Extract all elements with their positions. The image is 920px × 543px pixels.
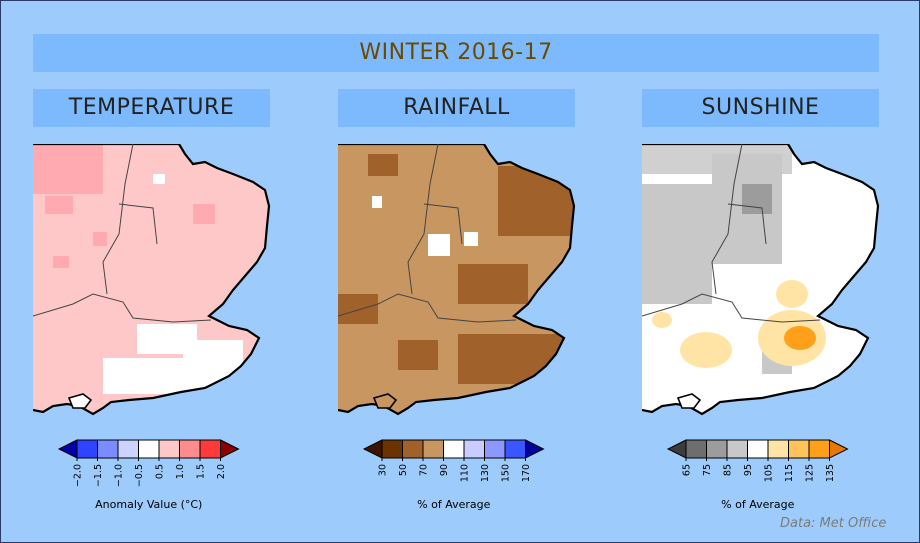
legend-tick-label: 1.5 bbox=[196, 464, 207, 479]
legend-tick-label: 105 bbox=[764, 464, 775, 482]
legend-max-arrow bbox=[829, 439, 849, 459]
legend-color-box bbox=[402, 439, 424, 459]
region-border bbox=[642, 293, 821, 323]
legend-color-box bbox=[138, 439, 160, 459]
legend-tick-label: −0.5 bbox=[134, 464, 145, 487]
legend-color-box bbox=[706, 439, 728, 459]
region-border bbox=[33, 293, 212, 323]
legend-tick-label: 95 bbox=[743, 464, 754, 476]
coastline bbox=[338, 144, 576, 416]
isle-of-wight bbox=[676, 393, 702, 409]
legend-min-arrow bbox=[362, 439, 383, 459]
legend-tick-label: 75 bbox=[702, 464, 713, 476]
legend-color-box bbox=[381, 439, 403, 459]
legend-color-box bbox=[463, 439, 485, 459]
legend-tick-label: 85 bbox=[723, 464, 734, 476]
legend-title: % of Average bbox=[721, 498, 794, 511]
legend-tick-label: 90 bbox=[439, 464, 450, 476]
sunshine-field bbox=[642, 144, 878, 414]
legend-color-box bbox=[747, 439, 769, 459]
legend-color-box bbox=[443, 439, 465, 459]
legend-title: Anomaly Value (°C) bbox=[95, 498, 202, 511]
legend-max-arrow bbox=[525, 439, 545, 459]
legend-color-box bbox=[97, 439, 119, 459]
rainfall-field bbox=[338, 144, 574, 414]
sunshine-legend: 65 75 85 95 105 115 125 135 % of Average bbox=[666, 439, 849, 511]
season-title: WINTER 2016-17 bbox=[33, 34, 879, 72]
legend-tick-label: 130 bbox=[480, 464, 491, 482]
legend-color-box bbox=[484, 439, 506, 459]
legend-tick-label: −2.0 bbox=[73, 464, 84, 487]
temperature-legend: −2.0 −1.5 −1.0 −0.5 0.5 1.0 1.5 2.0 Anomaly Valu… bbox=[57, 439, 240, 511]
legend-color-box bbox=[179, 439, 201, 459]
region-border bbox=[423, 203, 463, 245]
legend-color-box bbox=[158, 439, 180, 459]
legend-tick-label: 135 bbox=[825, 464, 836, 482]
legend-tick-label: −1.5 bbox=[93, 464, 104, 487]
coastline bbox=[33, 144, 271, 416]
legend-color-box bbox=[76, 439, 98, 459]
legend-color-box bbox=[726, 439, 748, 459]
legend-tick-label: 125 bbox=[805, 464, 816, 482]
legend-color-box bbox=[422, 439, 444, 459]
legend-min-arrow bbox=[666, 439, 687, 459]
legend-tick-label: 170 bbox=[521, 464, 532, 482]
coastline bbox=[642, 144, 880, 416]
legend-tick-label: 150 bbox=[501, 464, 512, 482]
region-border bbox=[102, 144, 134, 295]
legend-min-arrow bbox=[57, 439, 78, 459]
rainfall-heading: RAINFALL bbox=[338, 89, 575, 127]
rainfall-map bbox=[338, 144, 576, 416]
legend-tick-label: 70 bbox=[419, 464, 430, 476]
temperature-map bbox=[33, 144, 271, 416]
temperature-heading: TEMPERATURE bbox=[33, 89, 270, 127]
legend-tick-label: 110 bbox=[460, 464, 471, 482]
legend-color-box bbox=[788, 439, 810, 459]
legend-color-box bbox=[199, 439, 221, 459]
rainfall-legend: 30 50 70 90 110 130 150 170 % of Average bbox=[362, 439, 545, 511]
isle-of-wight bbox=[67, 393, 93, 409]
legend-color-box bbox=[808, 439, 830, 459]
legend-tick-label: 0.5 bbox=[155, 464, 166, 479]
legend-tick-label: 30 bbox=[378, 464, 389, 476]
legend-color-box bbox=[767, 439, 789, 459]
data-credit: Data: Met Office bbox=[780, 516, 887, 531]
region-border bbox=[407, 144, 439, 295]
legend-tick-label: −1.0 bbox=[114, 464, 125, 487]
isle-of-wight bbox=[372, 393, 398, 409]
legend-tick-label: 50 bbox=[398, 464, 409, 476]
sunshine-heading: SUNSHINE bbox=[642, 89, 879, 127]
legend-title: % of Average bbox=[417, 498, 490, 511]
legend-tick-label: 2.0 bbox=[216, 464, 227, 479]
legend-color-box bbox=[504, 439, 526, 459]
legend-tick-label: 65 bbox=[682, 464, 693, 476]
legend-max-arrow bbox=[220, 439, 240, 459]
legend-color-box bbox=[117, 439, 139, 459]
region-border bbox=[711, 144, 743, 295]
region-border bbox=[338, 293, 517, 323]
region-border bbox=[727, 203, 767, 245]
region-border bbox=[118, 203, 158, 245]
sunshine-map bbox=[642, 144, 880, 416]
legend-tick-label: 1.0 bbox=[175, 464, 186, 479]
legend-tick-label: 115 bbox=[784, 464, 795, 482]
legend-color-box bbox=[685, 439, 707, 459]
